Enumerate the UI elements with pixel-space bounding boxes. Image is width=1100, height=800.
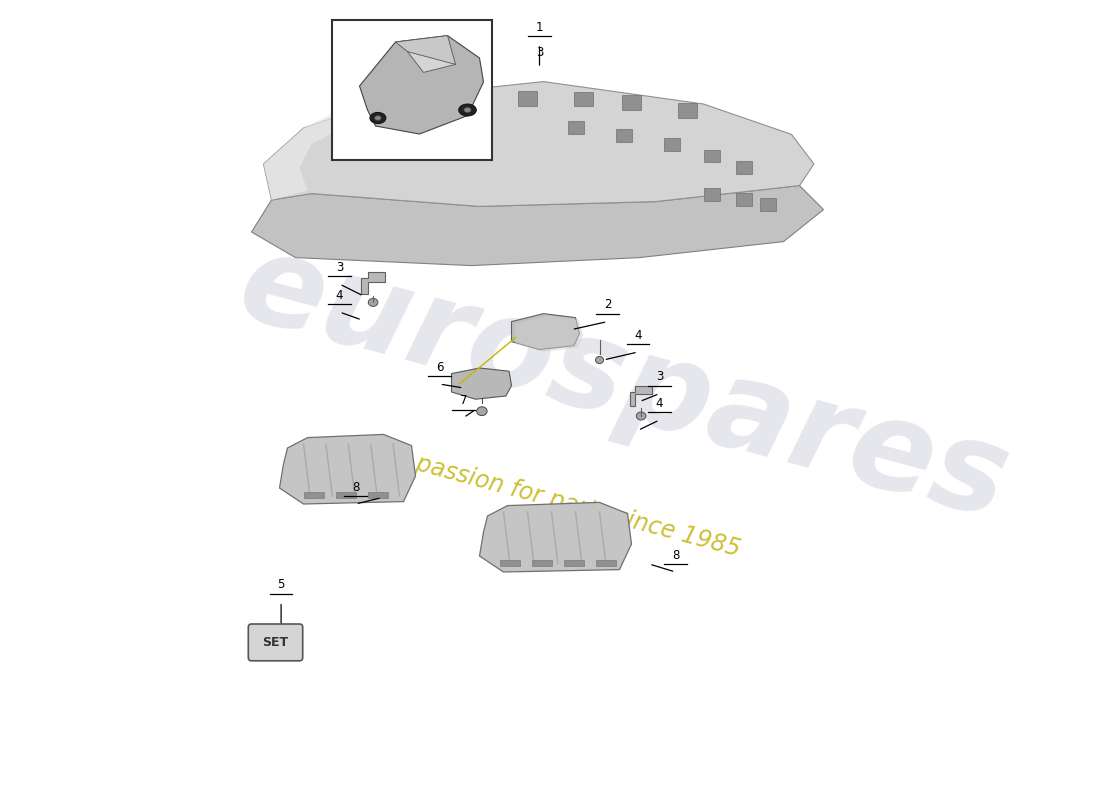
Bar [304, 492, 323, 498]
Bar [704, 188, 719, 201]
Ellipse shape [459, 104, 476, 116]
Bar [663, 138, 680, 151]
Polygon shape [480, 502, 631, 572]
Bar [336, 492, 355, 498]
Text: SET: SET [263, 636, 288, 649]
Polygon shape [361, 272, 385, 294]
Ellipse shape [595, 356, 604, 363]
Bar [704, 150, 719, 162]
Polygon shape [407, 43, 455, 72]
Bar [574, 92, 593, 106]
Bar [422, 99, 441, 114]
Bar [736, 161, 751, 174]
Bar [367, 492, 387, 498]
Ellipse shape [464, 108, 471, 112]
Bar [621, 95, 641, 110]
Bar [331, 20, 492, 160]
Text: 4: 4 [336, 289, 343, 302]
Bar [736, 193, 751, 206]
Bar [563, 560, 583, 566]
Polygon shape [252, 186, 824, 266]
Text: 8: 8 [352, 481, 360, 494]
Polygon shape [264, 112, 343, 200]
Text: a passion for parts since 1985: a passion for parts since 1985 [392, 446, 742, 562]
Polygon shape [264, 82, 814, 206]
Bar [759, 198, 775, 211]
Text: 4: 4 [635, 329, 641, 342]
Text: 7: 7 [460, 394, 467, 407]
Bar [499, 560, 519, 566]
Bar [595, 560, 616, 566]
Polygon shape [396, 35, 455, 64]
Text: eurospares: eurospares [227, 223, 1021, 545]
Text: 2: 2 [604, 298, 612, 311]
Text: 4: 4 [656, 397, 663, 410]
Ellipse shape [636, 412, 646, 420]
Bar [470, 94, 490, 108]
Text: 1: 1 [536, 21, 543, 34]
Text: 3: 3 [656, 370, 663, 383]
Bar [531, 560, 551, 566]
Text: 3: 3 [336, 261, 343, 274]
Polygon shape [360, 35, 484, 134]
Text: 8: 8 [672, 549, 679, 562]
Ellipse shape [476, 406, 487, 416]
Bar [518, 91, 537, 106]
Text: 6: 6 [436, 361, 443, 374]
Polygon shape [279, 434, 416, 504]
Text: 3: 3 [536, 46, 543, 58]
Polygon shape [630, 386, 652, 406]
Bar [568, 121, 583, 134]
Polygon shape [515, 316, 583, 352]
Bar [374, 107, 393, 122]
Bar [616, 129, 631, 142]
Polygon shape [512, 314, 580, 350]
Text: 5: 5 [277, 578, 285, 591]
Ellipse shape [370, 113, 386, 124]
Bar [678, 103, 697, 118]
Polygon shape [451, 368, 512, 399]
FancyBboxPatch shape [249, 624, 302, 661]
Ellipse shape [375, 116, 381, 120]
Ellipse shape [368, 298, 378, 306]
